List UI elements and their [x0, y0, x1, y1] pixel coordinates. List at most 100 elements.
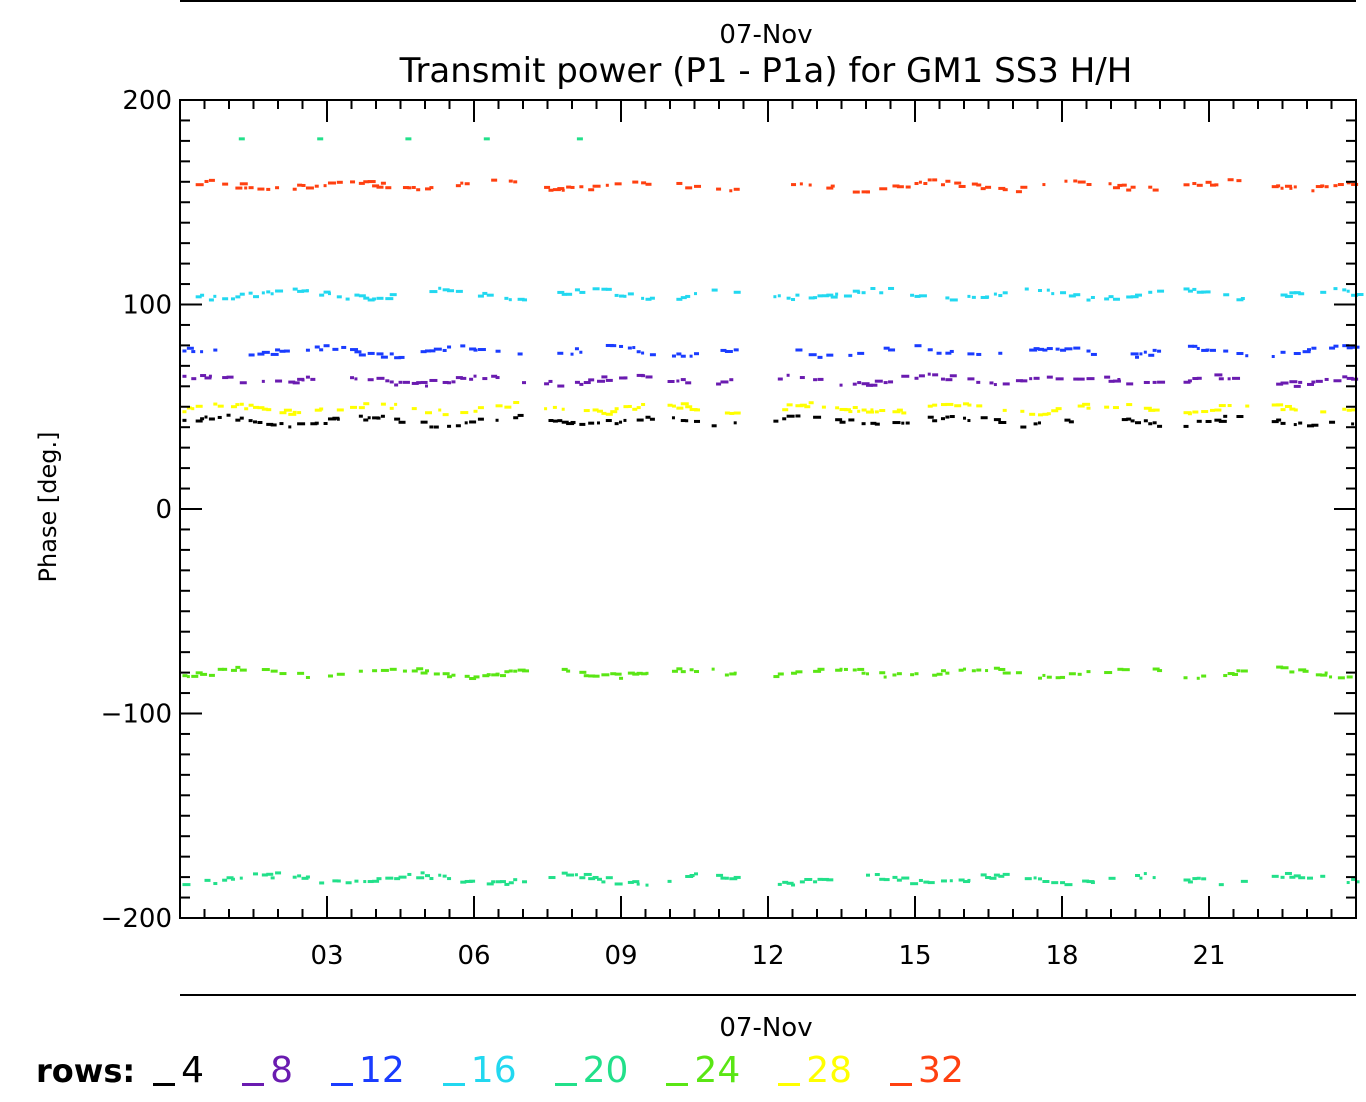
series-12: [182, 343, 1360, 360]
data-point: [425, 411, 432, 415]
data-point: [327, 674, 333, 678]
data-point: [1271, 403, 1280, 407]
data-point: [1280, 408, 1286, 412]
data-point: [297, 289, 305, 293]
data-point: [1033, 376, 1040, 380]
data-point: [1205, 290, 1211, 294]
data-point: [694, 292, 698, 296]
data-point: [1157, 289, 1165, 293]
data-point: [1029, 377, 1033, 381]
data-point: [305, 675, 310, 679]
data-point: [1187, 289, 1193, 293]
data-point: [1346, 289, 1350, 293]
data-point: [830, 184, 835, 188]
data-point: [561, 420, 569, 424]
data-point: [1315, 185, 1323, 189]
data-point: [892, 184, 900, 188]
data-point: [632, 672, 640, 676]
data-point: [1055, 407, 1062, 411]
data-point: [200, 672, 208, 676]
data-point: [636, 882, 640, 886]
data-point: [208, 417, 215, 421]
data-point: [354, 350, 362, 354]
data-point: [720, 380, 729, 384]
data-point: [870, 287, 876, 291]
data-point: [336, 417, 340, 421]
data-point: [1320, 290, 1327, 294]
data-point: [425, 187, 431, 191]
legend-swatch: [890, 1083, 913, 1086]
data-point: [579, 670, 587, 674]
data-point: [411, 381, 419, 385]
data-point: [345, 297, 350, 301]
data-point: [420, 871, 425, 875]
data-point: [460, 181, 464, 185]
data-point: [442, 874, 447, 878]
data-point: [1086, 298, 1091, 302]
data-point: [843, 408, 851, 412]
data-point: [389, 380, 394, 384]
data-point: [1152, 421, 1157, 425]
legend-items: 4 8 12 16 20 24 28 32: [153, 1050, 1002, 1091]
data-point: [1002, 382, 1010, 386]
data-point: [1086, 349, 1091, 353]
data-point: [464, 182, 470, 186]
data-point: [548, 379, 553, 383]
data-point: [998, 294, 1003, 298]
data-point: [292, 875, 297, 879]
data-point: [967, 294, 971, 298]
data-point: [319, 293, 325, 297]
data-point: [372, 416, 380, 420]
series-32: [195, 178, 1359, 194]
data-point: [1298, 876, 1306, 880]
data-point: [949, 374, 957, 378]
data-point: [976, 404, 983, 408]
data-point: [1117, 378, 1121, 382]
data-point: [892, 421, 901, 425]
data-point: [804, 877, 813, 881]
data-point: [200, 374, 207, 378]
data-point: [1192, 377, 1199, 381]
data-point: [1060, 291, 1067, 295]
data-point: [513, 878, 518, 882]
data-point: [923, 880, 930, 884]
data-point: [557, 419, 563, 423]
data-point: [376, 296, 384, 300]
data-point: [1077, 672, 1082, 676]
data-point: [1157, 669, 1163, 673]
data-point: [398, 355, 405, 359]
data-point: [720, 348, 727, 352]
data-point: [248, 419, 253, 423]
data-point: [398, 420, 406, 424]
data-point: [596, 409, 603, 413]
data-point: [275, 289, 284, 293]
data-point: [782, 408, 789, 412]
data-point: [795, 404, 804, 408]
data-point: [238, 137, 245, 141]
x-axis-label: 07-Nov: [719, 1013, 812, 1043]
data-point: [1320, 874, 1326, 878]
legend-swatch: [666, 1083, 689, 1086]
data-point: [486, 882, 494, 886]
data-point: [1104, 297, 1110, 301]
data-point: [632, 880, 640, 884]
data-point: [239, 668, 247, 672]
data-point: [826, 186, 834, 190]
data-point: [817, 294, 823, 298]
data-point: [275, 348, 281, 352]
data-point: [429, 290, 438, 294]
data-point: [1271, 185, 1279, 189]
data-point: [733, 411, 741, 415]
data-point: [191, 674, 199, 678]
data-point: [402, 186, 409, 190]
data-point: [319, 348, 324, 352]
data-point: [305, 289, 309, 293]
data-point: [976, 352, 982, 356]
data-point: [839, 407, 848, 411]
data-point: [1152, 380, 1157, 384]
data-point: [230, 405, 237, 409]
data-point: [1060, 348, 1067, 352]
data-point: [605, 343, 614, 347]
data-point: [182, 349, 187, 353]
data-point: [932, 178, 938, 182]
